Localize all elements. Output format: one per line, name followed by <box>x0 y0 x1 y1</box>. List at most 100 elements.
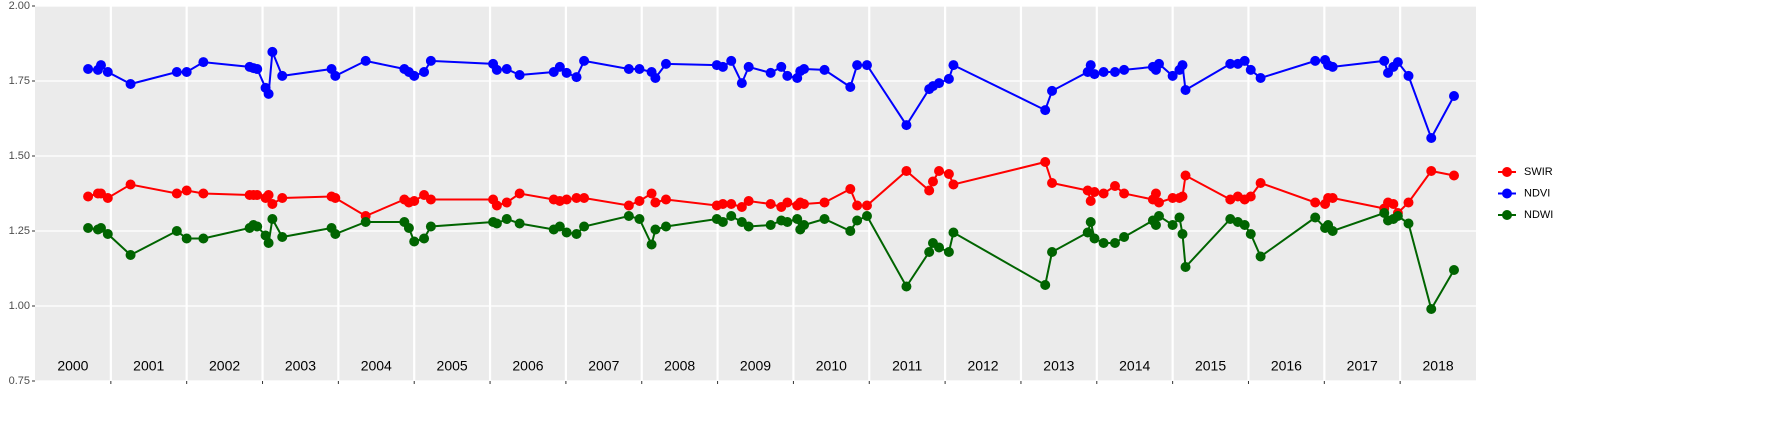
point <box>330 193 341 203</box>
point <box>943 169 954 179</box>
year-label: 2001 <box>133 358 164 374</box>
point <box>1310 55 1321 66</box>
point <box>1040 157 1051 167</box>
y-tick-label: 0.75 <box>9 375 30 387</box>
point <box>646 188 657 199</box>
point <box>1327 61 1338 72</box>
point <box>83 223 94 233</box>
point <box>260 230 271 241</box>
point <box>267 199 278 209</box>
point <box>1174 212 1185 223</box>
point <box>1255 178 1266 188</box>
point <box>1040 105 1051 116</box>
point <box>1098 188 1109 199</box>
year-label: 2018 <box>1423 358 1454 374</box>
point <box>726 211 737 221</box>
point <box>819 214 830 224</box>
point <box>845 184 856 194</box>
year-label: 2012 <box>967 358 998 374</box>
point <box>934 242 945 253</box>
point <box>409 236 420 247</box>
legend-marker <box>1502 210 1512 220</box>
point <box>1426 133 1437 143</box>
point <box>948 179 959 190</box>
point <box>1392 211 1403 221</box>
point <box>1119 232 1130 242</box>
y-tick-label: 1.00 <box>9 300 30 312</box>
point <box>501 214 512 224</box>
point <box>845 226 856 236</box>
point <box>561 194 572 205</box>
point <box>1245 191 1256 202</box>
point <box>861 200 872 211</box>
point <box>736 78 747 89</box>
point <box>1245 229 1256 239</box>
point <box>277 70 288 81</box>
year-label: 2006 <box>512 358 543 374</box>
point <box>776 61 787 72</box>
point <box>277 232 288 242</box>
point <box>267 214 278 224</box>
point <box>717 217 728 227</box>
point <box>1426 166 1437 176</box>
point <box>1153 58 1164 69</box>
year-label: 2004 <box>361 358 392 374</box>
point <box>765 220 776 230</box>
point <box>501 197 512 208</box>
legend-label: NDVI <box>1524 187 1550 199</box>
point <box>571 72 582 83</box>
point <box>425 221 436 232</box>
point <box>1180 85 1191 95</box>
point <box>252 221 263 232</box>
year-label: 2011 <box>892 358 922 374</box>
point <box>1150 220 1161 230</box>
point <box>181 67 192 77</box>
point <box>646 239 657 250</box>
point <box>83 191 94 202</box>
point <box>267 46 278 57</box>
point <box>861 60 872 71</box>
point <box>425 194 436 205</box>
point <box>1089 233 1100 244</box>
point <box>579 193 590 203</box>
point <box>943 247 954 257</box>
point <box>263 190 274 200</box>
point <box>95 223 106 233</box>
point <box>650 73 661 83</box>
point <box>198 233 209 244</box>
point <box>717 61 728 72</box>
y-tick-label: 1.75 <box>9 75 30 87</box>
point <box>1388 199 1399 209</box>
point <box>1449 265 1460 275</box>
point <box>102 229 113 239</box>
point <box>726 55 737 66</box>
point <box>661 221 672 232</box>
point <box>1225 58 1236 69</box>
point <box>1098 67 1109 77</box>
point <box>1255 73 1266 83</box>
point <box>792 214 803 224</box>
point <box>1177 191 1188 202</box>
point <box>181 233 192 244</box>
point <box>554 61 565 72</box>
year-label: 2007 <box>588 358 619 374</box>
point <box>852 200 863 211</box>
point <box>927 176 938 187</box>
point <box>198 188 209 199</box>
point <box>1167 220 1178 230</box>
point <box>491 218 502 229</box>
point <box>514 218 525 229</box>
point <box>514 70 525 80</box>
point <box>181 185 192 196</box>
point <box>425 55 436 66</box>
point <box>125 79 136 89</box>
point <box>554 221 565 232</box>
point <box>1040 280 1051 290</box>
point <box>1310 212 1321 223</box>
point <box>1047 247 1058 257</box>
point <box>1085 217 1096 227</box>
point <box>263 238 274 248</box>
point <box>948 227 959 238</box>
point <box>491 64 502 75</box>
year-label: 2013 <box>1043 358 1074 374</box>
